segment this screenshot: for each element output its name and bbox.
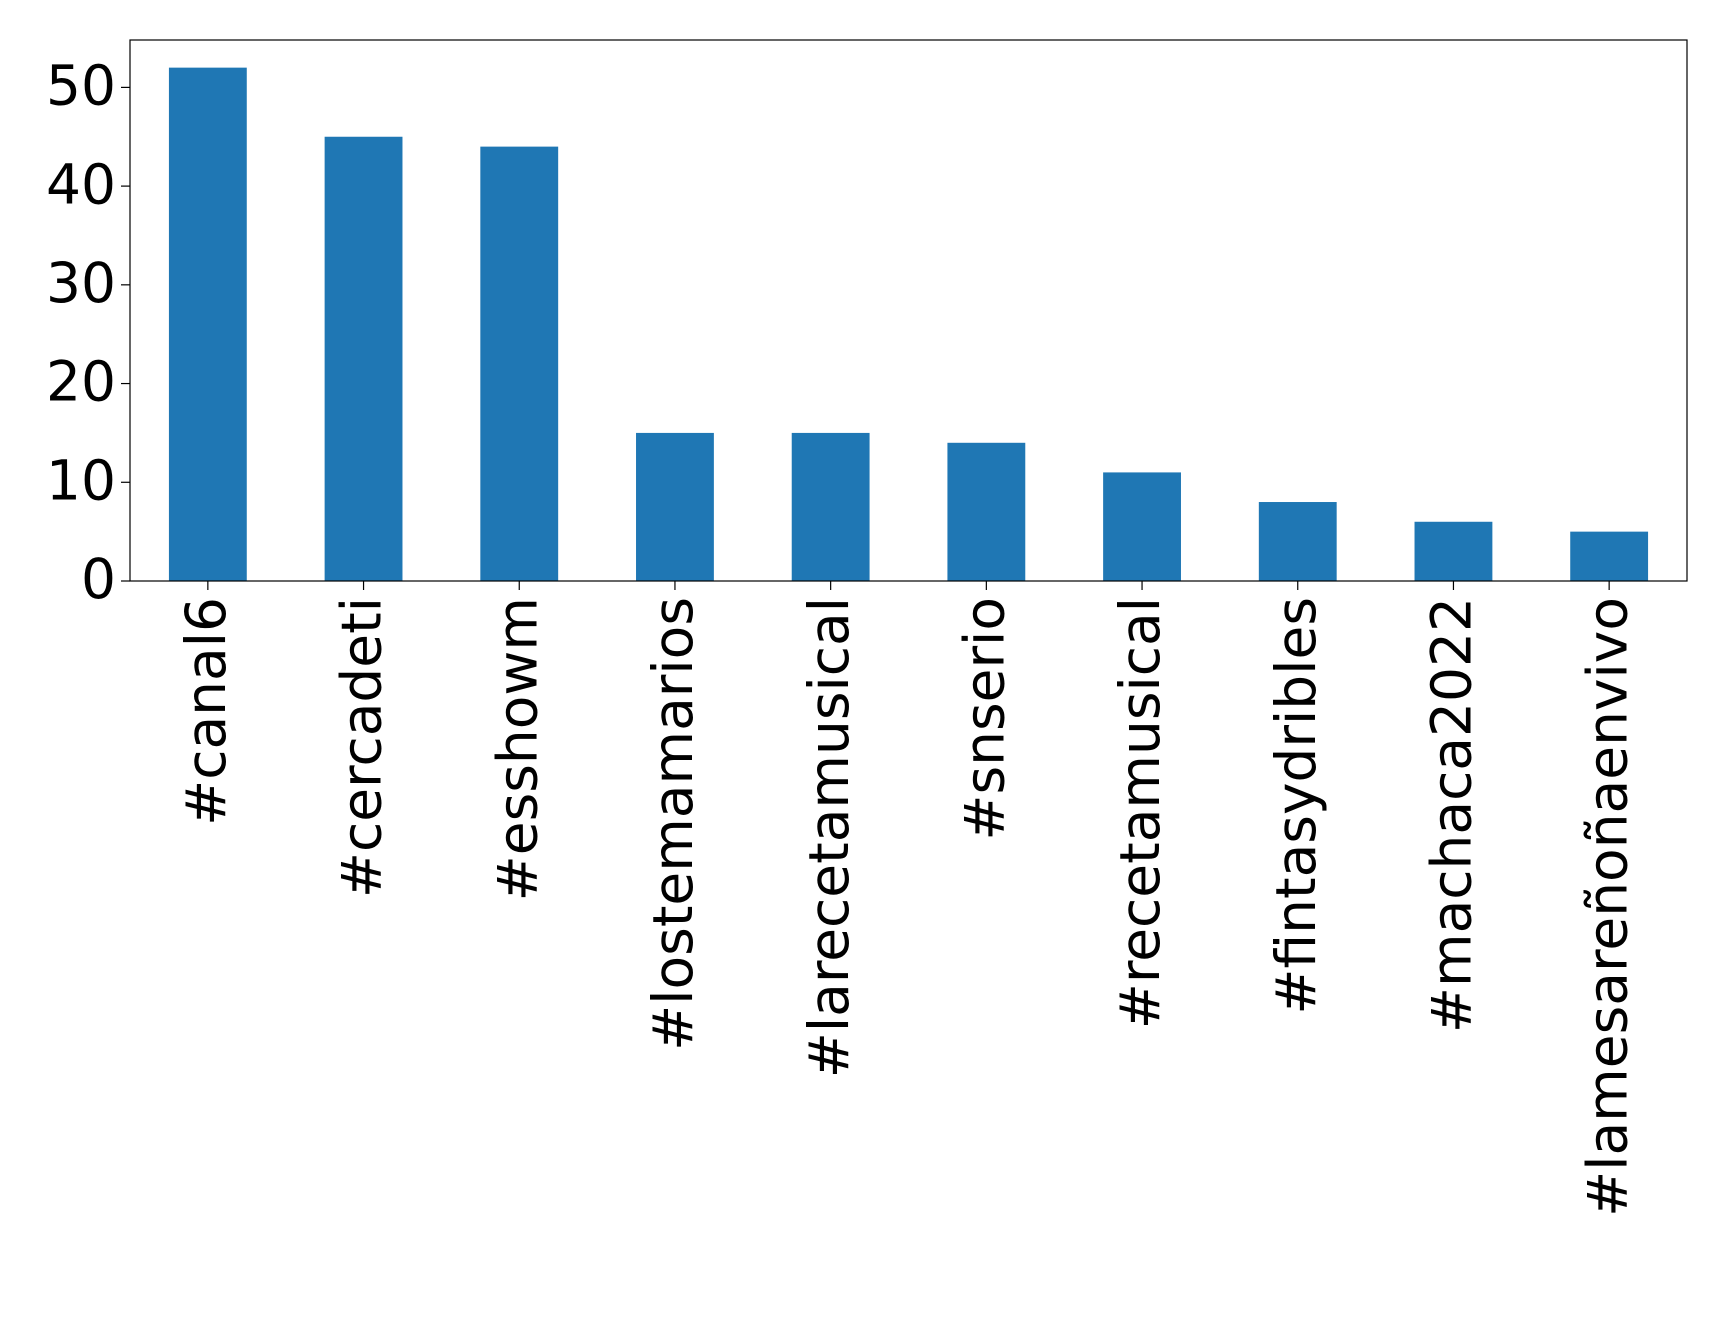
bar <box>168 67 247 581</box>
y-tick-label: 50 <box>46 54 116 118</box>
x-tick-label: #larecetamusical <box>797 597 861 1078</box>
x-tick-label: #lamesareñoñaenvivo <box>1575 597 1639 1217</box>
x-tick-label: #recetamusical <box>1108 597 1172 1029</box>
x-tick-label: #snserio <box>952 597 1016 841</box>
x-tick-label: #lostemamarios <box>641 597 705 1051</box>
bar <box>947 442 1026 581</box>
plot-frame <box>129 39 1688 582</box>
y-tick-label: 30 <box>46 251 116 315</box>
y-tick-label: 40 <box>46 152 116 216</box>
x-tick-label: #canal6 <box>174 597 238 826</box>
bar <box>791 432 870 581</box>
bar <box>324 136 403 581</box>
bar <box>1103 472 1181 581</box>
x-tick-label: #fintasydribles <box>1264 597 1328 1015</box>
y-tick-label: 10 <box>46 448 116 512</box>
x-tick-label: #machaca2022 <box>1420 597 1484 1033</box>
bar <box>480 146 559 582</box>
bar <box>1414 521 1493 581</box>
y-tick-label: 0 <box>81 547 116 611</box>
bar <box>1258 502 1337 581</box>
x-tick-label: #esshowm <box>485 597 549 901</box>
bar <box>1570 531 1649 581</box>
bar <box>636 432 714 581</box>
y-tick-label: 20 <box>46 350 116 414</box>
x-tick-label: #cercadeti <box>330 597 394 898</box>
